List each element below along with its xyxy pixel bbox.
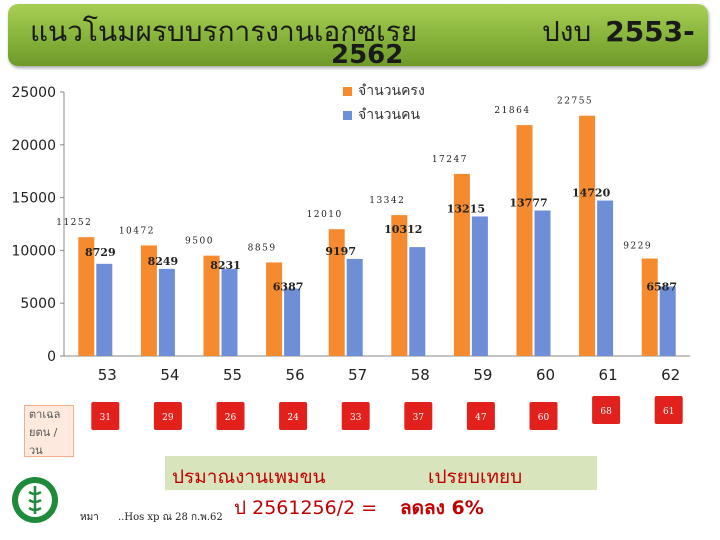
- summary-note-line2: ป 2561256/2 =: [234, 497, 378, 519]
- daily-average-marker: [341, 402, 370, 430]
- daily-average-label-box: ตาเฉล ยตน / วน: [24, 405, 74, 457]
- daily-average-value: 37: [413, 413, 425, 423]
- x-tick-label: 60: [536, 366, 555, 384]
- x-tick-label: 56: [286, 366, 305, 384]
- legend-item-patients: จำนวนคน: [343, 104, 420, 126]
- bar-patients-value-label: 8729: [85, 246, 116, 259]
- footer-note: หมา: [80, 512, 99, 523]
- bar-patients-value-label: 6587: [646, 280, 677, 293]
- daily-average-value: 61: [663, 407, 674, 417]
- y-tick-label: 20000: [11, 138, 56, 154]
- bar-visits: [78, 237, 95, 356]
- bar-visits-value-label: 11252: [56, 218, 92, 228]
- bar-patients: [597, 200, 614, 356]
- bar-visits: [641, 258, 658, 356]
- daily-average-marker: [654, 396, 683, 424]
- bar-patients: [659, 286, 676, 356]
- bar-visits-value-label: 13342: [369, 196, 405, 206]
- legend-swatch-visits: [343, 86, 352, 96]
- x-tick-label: 61: [599, 366, 618, 384]
- bar-visits-value-label: 9229: [623, 242, 652, 252]
- y-tick-label: 25000: [11, 85, 56, 101]
- footer-source: ..Hos xp ณ 28 ก.พ.62: [118, 512, 223, 523]
- bar-visits: [516, 125, 533, 357]
- legend-swatch-patients: [343, 110, 352, 120]
- bar-patients-value-label: 8231: [210, 259, 241, 272]
- summary-note-line1: ปรมาณงานเพมขน: [172, 466, 326, 488]
- bar-patients-value-label: 6387: [273, 281, 304, 294]
- bar-patients-value-label: 13215: [447, 202, 485, 215]
- bar-patients: [158, 268, 175, 356]
- bar-visits: [391, 215, 408, 356]
- bar-visits-value-label: 8859: [248, 243, 277, 253]
- daily-average-marker: [592, 396, 621, 424]
- daily-average-marker: [466, 402, 495, 430]
- summary-note-result: ลดลง 6%: [400, 497, 484, 519]
- bar-patients-value-label: 10312: [384, 223, 422, 236]
- title-line2: 2562: [331, 40, 404, 70]
- bar-visits: [328, 229, 345, 356]
- bar-patients: [284, 288, 301, 356]
- daily-average-value: 29: [162, 413, 174, 423]
- summary-note-compare: เปรยบเทยบ: [428, 466, 523, 488]
- bar-visits-value-label: 21864: [494, 106, 530, 116]
- x-tick-label: 54: [160, 366, 179, 384]
- bar-patients: [346, 258, 363, 356]
- bar-patients: [471, 216, 488, 356]
- title-fiscal-label: ปงบ: [542, 15, 592, 48]
- y-tick-label: 15000: [11, 191, 56, 207]
- bar-visits-value-label: 17247: [432, 155, 468, 165]
- bar-patients-value-label: 8249: [148, 255, 179, 268]
- title-line1: แนวโนมผรบบรการงานเอกซเรย: [30, 15, 418, 48]
- title-fiscal-range: 2553-: [605, 15, 695, 48]
- daily-average-value: 31: [100, 413, 111, 423]
- daily-average-marker: [279, 402, 308, 430]
- bar-patients: [96, 263, 113, 356]
- bar-visits: [579, 115, 596, 356]
- legend-label-visits: จำนวนครง: [358, 83, 425, 99]
- bar-visits: [266, 262, 283, 356]
- bar-patients-value-label: 13777: [509, 197, 547, 210]
- daily-average-marker: [216, 402, 245, 430]
- bar-visits-value-label: 12010: [307, 210, 343, 220]
- bar-visits-value-label: 10472: [119, 226, 155, 236]
- daily-average-value: 60: [538, 413, 550, 423]
- x-tick-label: 62: [661, 366, 680, 384]
- bar-patients-value-label: 9197: [325, 245, 356, 258]
- x-tick-label: 55: [223, 366, 242, 384]
- y-tick-label: 10000: [11, 243, 56, 259]
- daily-average-marker: [153, 402, 182, 430]
- daily-average-label: ตาเฉล ยตน / วน: [29, 408, 61, 457]
- bar-patients: [534, 210, 551, 356]
- daily-average-value: 24: [287, 413, 299, 423]
- bar-patients: [409, 247, 426, 356]
- bar-patients: [221, 269, 238, 356]
- daily-average-marker: [91, 402, 120, 430]
- daily-average-value: 26: [225, 413, 237, 423]
- bar-visits-value-label: 22755: [557, 97, 593, 107]
- bar-visits: [203, 255, 220, 356]
- bar-visits: [140, 245, 157, 356]
- ministry-logo-icon: [12, 477, 58, 523]
- bar-patients-value-label: 14720: [572, 187, 611, 200]
- bar-visits-value-label: 9500: [185, 237, 214, 247]
- bar-visits: [453, 173, 470, 356]
- y-tick-label: 0: [47, 349, 56, 365]
- daily-average-marker: [404, 402, 433, 430]
- x-tick-label: 58: [411, 366, 430, 384]
- title-banner: แนวโนมผรบบรการงานเอกซเรย 2562 ปงบ 2553-: [8, 4, 708, 70]
- legend-item-visits: จำนวนครง: [343, 80, 425, 102]
- daily-average-value: 68: [600, 407, 612, 417]
- daily-average-value: 47: [475, 413, 487, 423]
- x-tick-label: 53: [98, 366, 117, 384]
- summary-note-box: [165, 456, 597, 490]
- y-tick-label: 5000: [20, 296, 56, 312]
- x-tick-label: 57: [348, 366, 367, 384]
- legend-label-patients: จำนวนคน: [358, 107, 421, 123]
- x-tick-label: 59: [473, 366, 492, 384]
- daily-average-value: 33: [350, 413, 362, 423]
- title-fiscal-year: ปงบ 2553-: [542, 10, 695, 54]
- daily-average-marker: [529, 402, 558, 430]
